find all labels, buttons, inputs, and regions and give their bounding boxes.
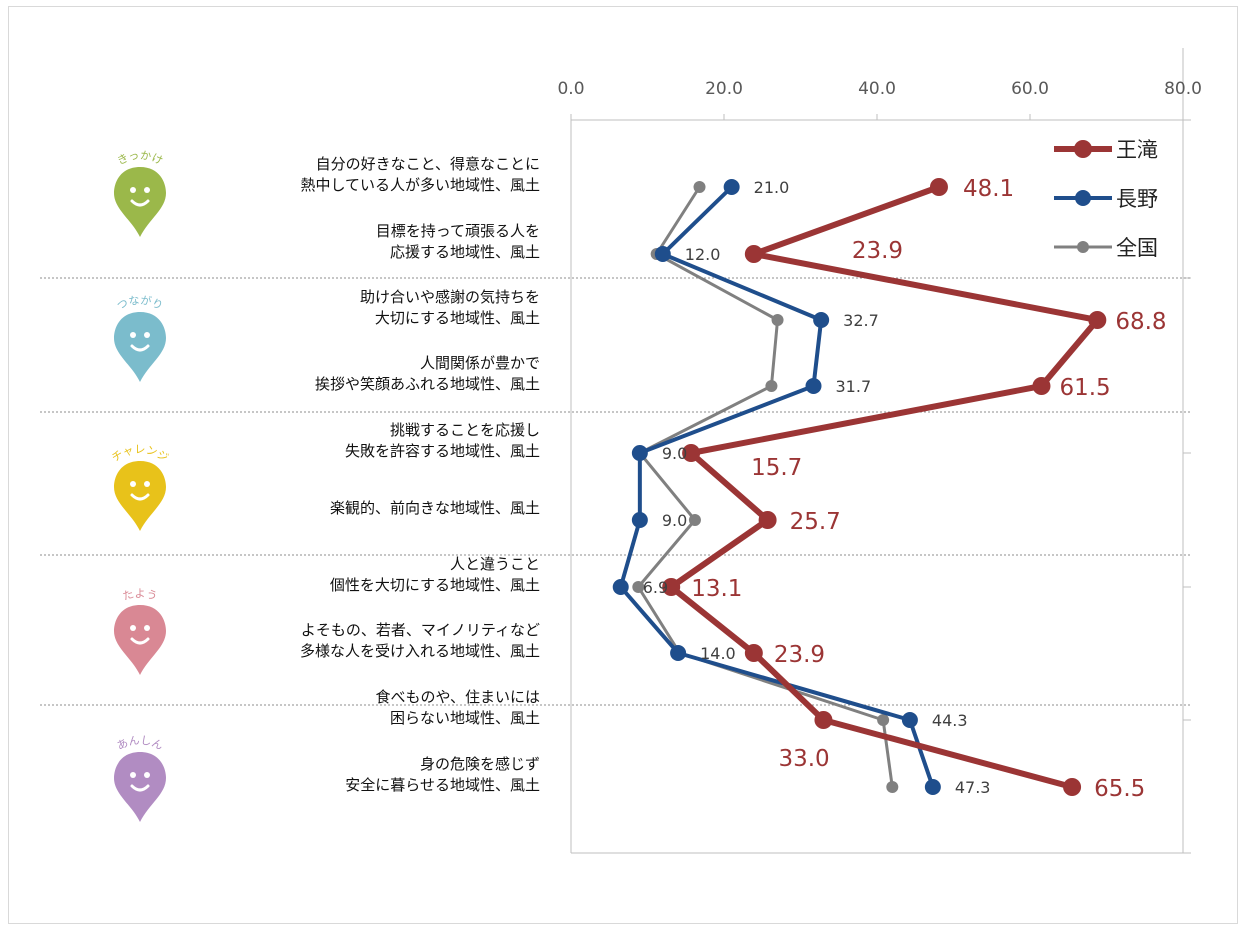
legend-entry: 全国 — [1116, 236, 1158, 260]
series-point-0 — [682, 444, 701, 462]
data-label-otaki: 68.8 — [1115, 309, 1166, 335]
series-point-1 — [901, 712, 918, 728]
series-point-1 — [813, 312, 830, 328]
category-label: 食べものや、住まいには 困らない地域性、風土 — [375, 688, 540, 727]
series-point-0 — [1032, 377, 1051, 395]
svg-text:チャレンジ: チャレンジ — [109, 443, 170, 465]
legend-entry: 王滝 — [1116, 138, 1158, 162]
x-tick-label: 0.0 — [557, 79, 584, 99]
data-label-nagano: 14.0 — [700, 644, 736, 663]
category-label: 人間関係が豊かで 挨拶や笑顔あふれる地域性、風土 — [314, 354, 540, 393]
data-label-otaki: 65.5 — [1094, 776, 1145, 802]
series-point-1 — [805, 378, 822, 394]
purple-mascot-icon: あんしん — [114, 734, 166, 822]
series-point-1 — [924, 779, 941, 795]
series-point-0 — [929, 178, 948, 196]
category-label: 自分の好きなこと、得意なことに 熱中している人が多い地域性、風土 — [300, 155, 540, 194]
series-point-1 — [654, 246, 671, 262]
series-point-0 — [744, 245, 763, 263]
x-tick-label: 60.0 — [1011, 79, 1049, 99]
series-point-0 — [1063, 778, 1082, 796]
data-label-nagano: 21.0 — [754, 178, 790, 197]
data-label-nagano: 44.3 — [932, 711, 968, 730]
legend-swatch-marker — [1074, 140, 1092, 158]
data-label-nagano: 32.7 — [843, 311, 879, 330]
data-label-nagano: 9.0 — [662, 444, 687, 463]
series-point-2 — [877, 714, 890, 726]
svg-text:あんしん: あんしん — [115, 734, 165, 753]
svg-text:きっかけ: きっかけ — [115, 149, 165, 168]
data-label-nagano: 12.0 — [685, 245, 721, 264]
data-label-otaki: 15.7 — [751, 455, 802, 481]
series-point-0 — [758, 511, 777, 529]
series-point-0 — [744, 644, 763, 662]
category-label: 人と違うこと 個性を大切にする地域性、風土 — [329, 555, 540, 594]
yellow-mascot-icon: チャレンジ — [109, 443, 171, 531]
data-label-nagano: 47.3 — [955, 778, 991, 797]
series-point-1 — [631, 445, 648, 461]
data-label-otaki: 23.9 — [852, 238, 903, 264]
series-point-2 — [632, 581, 645, 593]
data-label-nagano: 31.7 — [836, 377, 872, 396]
series-point-2 — [771, 314, 784, 326]
series-line-2 — [636, 186, 894, 788]
green-mascot-icon: きっかけ — [114, 149, 166, 237]
data-label-otaki: 61.5 — [1059, 375, 1110, 401]
category-label: 挑戦することを応援し 失敗を許容する地域性、風土 — [344, 421, 540, 460]
series-point-1 — [612, 579, 629, 595]
series-point-1 — [723, 179, 740, 195]
category-label: よそもの、若者、マイノリティなど 多様な人を受け入れる地域性、風土 — [299, 621, 540, 660]
series-point-2 — [886, 781, 899, 793]
series-point-2 — [765, 380, 778, 392]
series-point-2 — [693, 181, 706, 193]
data-label-otaki: 25.7 — [790, 509, 841, 535]
series-point-0 — [662, 578, 681, 596]
series-line-0 — [668, 184, 1101, 790]
x-tick-label: 20.0 — [705, 79, 743, 99]
category-label: 助け合いや感謝の気持ちを 大切にする地域性、風土 — [359, 288, 540, 327]
series-point-0 — [814, 711, 833, 729]
chart-frame — [8, 6, 1238, 924]
series-point-1 — [631, 512, 648, 528]
data-label-otaki: 23.9 — [774, 642, 825, 668]
data-label-otaki: 13.1 — [691, 576, 742, 602]
legend-swatch-marker — [1075, 190, 1091, 206]
series-point-0 — [1088, 311, 1107, 329]
svg-text:たよう: たよう — [121, 587, 159, 603]
series-point-2 — [688, 514, 701, 526]
x-tick-label: 80.0 — [1164, 79, 1202, 99]
legend-entry: 長野 — [1116, 187, 1158, 211]
pink-mascot-icon: たよう — [114, 587, 166, 675]
legend-swatch-marker — [1077, 241, 1089, 253]
series-line-1 — [618, 185, 935, 788]
category-label: 身の危険を感じず 安全に暮らせる地域性、風土 — [345, 755, 540, 794]
svg-text:つながり: つながり — [115, 293, 165, 313]
x-tick-label: 40.0 — [858, 79, 896, 99]
data-label-nagano: 9.0 — [662, 511, 687, 530]
category-label: 目標を持って頑張る人を 応援する地域性、風土 — [375, 222, 540, 261]
data-label-otaki: 33.0 — [778, 746, 829, 772]
data-label-otaki: 48.1 — [963, 176, 1014, 202]
category-label: 楽観的、前向きな地域性、風土 — [329, 498, 540, 517]
data-label-nagano: 6.9 — [643, 578, 668, 597]
series-point-1 — [670, 645, 687, 661]
blue-mascot-icon: つながり — [114, 293, 166, 382]
